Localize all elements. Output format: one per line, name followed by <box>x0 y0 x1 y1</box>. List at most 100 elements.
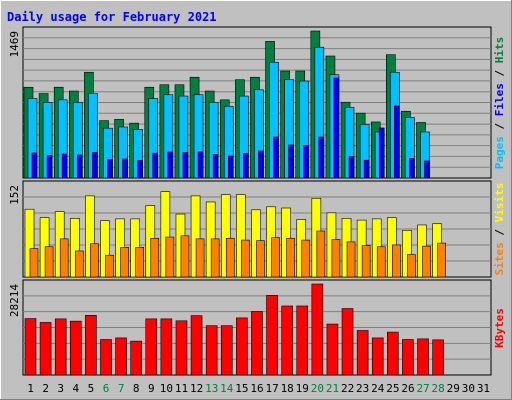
bar-sites-day-7 <box>120 247 129 278</box>
legend-item-hits: Hits <box>493 37 506 64</box>
day-tick-label-9: 9 <box>148 382 155 395</box>
bar-pages-day-1 <box>31 152 38 179</box>
day-tick-label-19: 19 <box>296 382 309 395</box>
bar-kbytes-day-4 <box>69 320 82 376</box>
legend-separator: / <box>493 63 506 83</box>
day-tick-label-4: 4 <box>73 382 80 395</box>
bar-sites-day-5 <box>90 243 99 278</box>
bar-pages-day-15 <box>243 153 249 179</box>
chart-title: Daily usage for February 2021 <box>7 10 217 24</box>
bar-sites-day-3 <box>59 238 69 278</box>
bar-kbytes-day-15 <box>236 317 248 376</box>
bar-kbytes-day-9 <box>145 318 158 376</box>
bar-sites-day-27 <box>422 245 431 278</box>
day-tick-label-12: 12 <box>190 382 203 395</box>
bar-sites-day-21 <box>331 239 341 278</box>
bar-kbytes-day-26 <box>402 339 414 376</box>
bar-pages-day-13 <box>212 154 219 179</box>
legend-separator: / <box>493 222 506 242</box>
bar-pages-day-23 <box>363 159 370 179</box>
bar-pages-day-6 <box>107 159 113 179</box>
bar-kbytes-day-13 <box>205 325 218 376</box>
day-tick-label-18: 18 <box>281 382 294 395</box>
bar-kbytes-day-8 <box>130 340 142 376</box>
bar-pages-day-8 <box>137 160 143 179</box>
legend-middle: Sites / Visits <box>493 183 506 276</box>
bar-kbytes-day-23 <box>356 330 369 376</box>
bar-sites-day-17 <box>271 237 280 278</box>
bar-pages-day-18 <box>288 144 294 179</box>
day-tick-label-26: 26 <box>401 382 414 395</box>
day-tick-label-3: 3 <box>57 382 64 395</box>
bar-kbytes-day-22 <box>341 308 354 376</box>
legend-separator: / <box>493 116 506 136</box>
bar-pages-day-16 <box>258 150 264 179</box>
legend-item-files: Files <box>493 83 506 116</box>
bar-visits-day-6 <box>100 220 110 278</box>
bar-pages-day-3 <box>61 153 68 179</box>
legend-item-pages: Pages <box>493 136 506 169</box>
day-tick-label-21: 21 <box>326 382 339 395</box>
bar-sites-day-18 <box>286 237 295 278</box>
day-tick-label-8: 8 <box>133 382 140 395</box>
bar-sites-day-28 <box>437 242 446 278</box>
legend-item-sites: Sites <box>493 242 506 275</box>
bar-sites-day-26 <box>407 254 416 278</box>
bar-pages-day-21 <box>333 77 340 179</box>
day-tick-label-24: 24 <box>371 382 385 395</box>
bar-sites-day-15 <box>241 239 250 278</box>
day-tick-label-29: 29 <box>447 382 460 395</box>
bar-sites-day-4 <box>74 250 84 278</box>
day-tick-label-22: 22 <box>341 382 354 395</box>
bar-sites-day-24 <box>376 246 386 278</box>
legend-bottom: KBytes <box>493 308 506 348</box>
bar-sites-day-6 <box>105 254 114 278</box>
day-tick-label-23: 23 <box>356 382 369 395</box>
bar-pages-day-26 <box>409 158 415 179</box>
bar-sites-day-22 <box>346 241 356 278</box>
day-tick-label-7: 7 <box>118 382 125 395</box>
day-tick-label-15: 15 <box>235 382 248 395</box>
max-label-visits-sites: 152 <box>8 185 21 205</box>
bar-kbytes-day-16 <box>251 311 263 376</box>
day-tick-label-20: 20 <box>311 382 324 395</box>
bar-sites-day-25 <box>392 244 401 278</box>
bar-pages-day-11 <box>182 152 189 179</box>
bar-kbytes-day-19 <box>296 305 309 376</box>
bar-sites-day-11 <box>180 235 190 278</box>
bar-sites-day-9 <box>150 237 160 278</box>
plot-layer <box>22 26 492 376</box>
bar-pages-day-2 <box>46 155 53 179</box>
day-tick-label-1: 1 <box>27 382 34 395</box>
bar-kbytes-day-21 <box>326 323 339 376</box>
bar-kbytes-day-28 <box>432 339 444 376</box>
bar-kbytes-day-18 <box>281 305 293 376</box>
bar-pages-day-12 <box>197 151 204 179</box>
bar-visits-day-26 <box>402 230 412 278</box>
bar-sites-day-8 <box>135 247 144 278</box>
bar-kbytes-day-25 <box>387 331 399 376</box>
bar-pages-day-5 <box>92 152 98 179</box>
bar-pages-day-22 <box>348 156 355 179</box>
max-label-kbytes: 28214 <box>8 284 21 317</box>
bar-kbytes-day-10 <box>160 318 173 376</box>
bar-pages-day-24 <box>378 127 385 179</box>
bar-kbytes-day-12 <box>190 315 203 376</box>
bar-kbytes-day-27 <box>417 338 429 376</box>
legend-top: Pages / Files / Hits <box>493 37 506 170</box>
day-tick-label-2: 2 <box>42 382 49 395</box>
bar-kbytes-day-24 <box>371 337 384 376</box>
day-tick-label-10: 10 <box>160 382 173 395</box>
day-tick-label-17: 17 <box>265 382 278 395</box>
bar-kbytes-day-20 <box>311 283 324 376</box>
bar-visits-day-12 <box>190 195 201 278</box>
day-tick-label-13: 13 <box>205 382 218 395</box>
day-tick-label-27: 27 <box>416 382 429 395</box>
max-label-hits-files-pages: 1469 <box>8 31 21 58</box>
day-tick-label-31: 31 <box>477 382 490 395</box>
day-tick-label-5: 5 <box>88 382 95 395</box>
bar-visits-day-4 <box>69 217 80 278</box>
bar-kbytes-day-7 <box>115 337 127 376</box>
